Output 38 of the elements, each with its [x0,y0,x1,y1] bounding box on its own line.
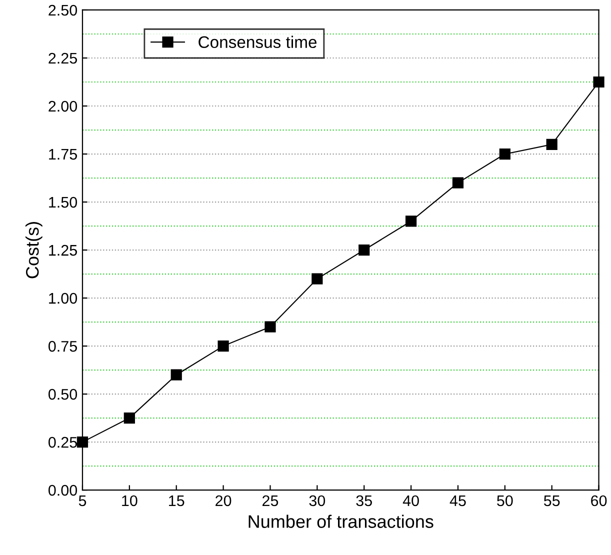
x-tick-label: 60 [591,495,607,506]
point [264,321,276,332]
point [218,340,229,352]
x-tick-label: 45 [450,495,466,506]
x-tick-label: 55 [544,495,560,506]
y-tick-label: 0.00 [48,484,78,496]
x-tick-label: 35 [356,495,372,506]
point [312,273,323,284]
point [170,369,182,380]
y-tick-label: 2.00 [48,100,78,112]
x-tick-label: 50 [497,495,513,506]
y-tick-label: 2.50 [48,4,78,16]
y-axis-title: Cost(s) [26,222,42,278]
y-tick-label: 0.25 [48,436,77,448]
point [452,177,464,188]
point [499,148,510,160]
point [593,76,604,88]
y-tick-label: 1.75 [49,149,77,160]
y-tick-label: 2.25 [48,52,77,64]
y-tick-label: 0.50 [48,388,78,400]
point [405,216,417,227]
point [76,436,88,448]
point [358,244,370,256]
x-tick-label: 30 [309,495,326,506]
point [546,138,558,150]
x-tick-label: 15 [169,495,184,506]
x-axis-title: Number of transactions [248,514,434,528]
x-tick-label: 25 [262,495,278,506]
y-tick-label: 1.25 [49,244,77,256]
legend-label: Consensus time [198,36,317,48]
y-tick-label: 1.50 [49,196,78,208]
y-tick-label: 0.75 [48,340,77,352]
x-tick-label: 10 [122,495,138,506]
x-tick-label: 40 [402,495,419,506]
x-tick-label: 20 [216,495,232,506]
point [124,412,135,424]
x-tick-label: 5 [78,495,86,506]
y-tick-label: 1.00 [49,292,78,304]
